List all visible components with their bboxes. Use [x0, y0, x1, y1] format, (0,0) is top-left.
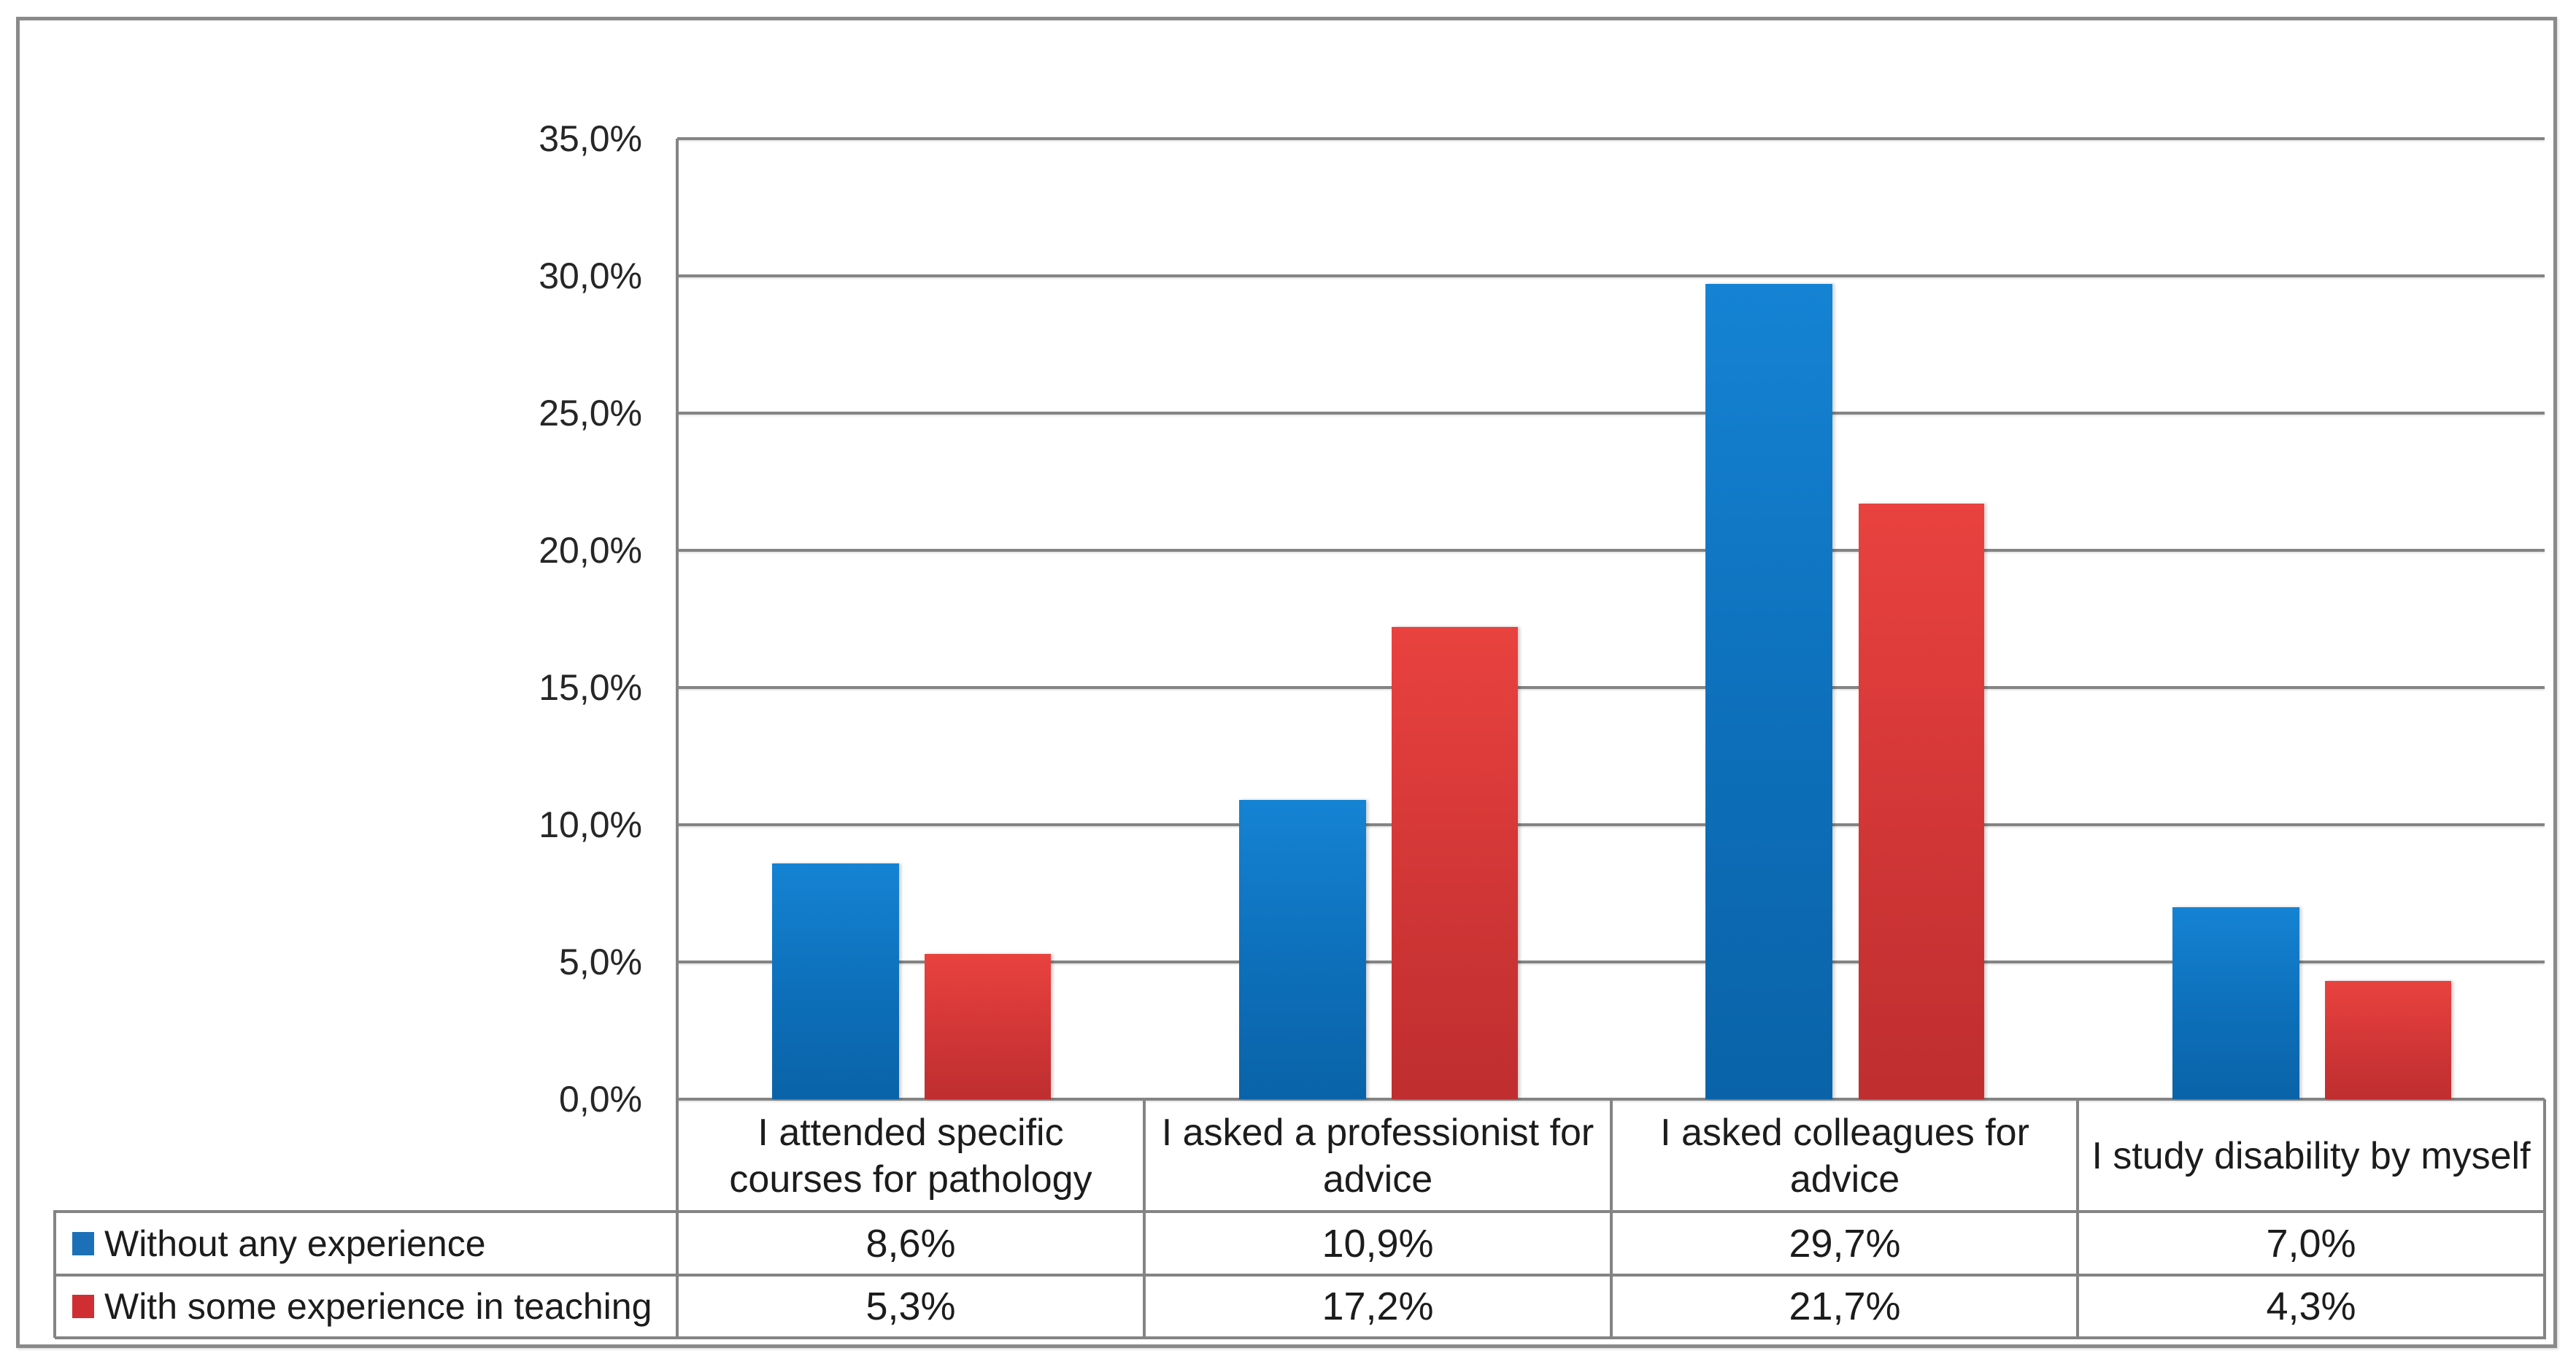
- bar-without-any-experience-cat2: [1238, 800, 1366, 1099]
- table-value: 21,7%: [1789, 1285, 1901, 1328]
- y-tick-label: 0,0%: [559, 1079, 642, 1120]
- table-column-border: [1610, 1099, 1613, 1338]
- y-axis-line: [676, 139, 679, 1338]
- category-slot: [1611, 139, 2078, 1099]
- gridline: [677, 686, 2545, 689]
- table-bottom-border: [55, 1336, 2546, 1339]
- bar-with-some-experience-cat2: [1391, 627, 1518, 1099]
- figure-border: [16, 17, 2557, 1348]
- gridline: [677, 823, 2545, 826]
- y-tick-label: 15,0%: [539, 667, 642, 708]
- gridline: [677, 549, 2545, 552]
- category-label: I study disability by myself: [2091, 1135, 2531, 1177]
- y-tick-label: 20,0%: [539, 530, 642, 571]
- gridline: [677, 137, 2545, 140]
- table-row-border: [55, 1210, 2546, 1213]
- table-value: 8,6%: [865, 1221, 956, 1266]
- table-value: 4,3%: [2266, 1285, 2356, 1328]
- bar-without-any-experience-cat1: [771, 863, 899, 1099]
- table-right-border: [2543, 1099, 2546, 1338]
- y-tick-label: 35,0%: [539, 118, 642, 159]
- gridline: [677, 960, 2545, 963]
- table-value: 17,2%: [1322, 1285, 1434, 1328]
- legend-swatch-blue-icon: [72, 1231, 94, 1255]
- category-slot: [2078, 139, 2545, 1099]
- bar-with-some-experience-cat4: [2325, 981, 2452, 1099]
- category-label: I asked a professionist for advice: [1161, 1112, 1594, 1201]
- table-value: 29,7%: [1789, 1221, 1901, 1266]
- table-column-border: [1143, 1099, 1146, 1338]
- y-tick-label: 30,0%: [539, 255, 642, 296]
- bar-with-some-experience-cat1: [925, 953, 1051, 1099]
- legend-item-without-any-experience: Without any experience: [58, 1213, 674, 1274]
- y-tick-label: 10,0%: [539, 804, 642, 845]
- legend-swatch-red-icon: [72, 1295, 94, 1318]
- legend-label: Without any experience: [104, 1223, 486, 1264]
- category-slot: [677, 139, 1144, 1099]
- table-row-border: [55, 1274, 2546, 1277]
- y-tick-label: 25,0%: [539, 393, 642, 434]
- table-column-border: [2076, 1099, 2079, 1338]
- y-tick-label: 5,0%: [559, 942, 642, 982]
- bar-without-any-experience-cat4: [2172, 906, 2300, 1099]
- legend-item-with-some-experience: With some experience in teaching: [58, 1277, 674, 1336]
- table-value: 5,3%: [865, 1285, 956, 1328]
- table-value: 7,0%: [2266, 1221, 2356, 1266]
- plot-area: [677, 137, 2545, 1101]
- bar-without-any-experience-cat3: [1705, 284, 1833, 1099]
- gridline: [677, 412, 2545, 415]
- category-label: I asked colleagues for advice: [1660, 1112, 2029, 1201]
- legend-label: With some experience in teaching: [104, 1286, 652, 1327]
- category-label: I attended specific courses for patholog…: [729, 1112, 1092, 1201]
- table-value: 10,9%: [1322, 1221, 1434, 1266]
- gridline: [677, 274, 2545, 277]
- bar-with-some-experience-cat3: [1858, 504, 1985, 1099]
- category-slot: [1144, 139, 1611, 1099]
